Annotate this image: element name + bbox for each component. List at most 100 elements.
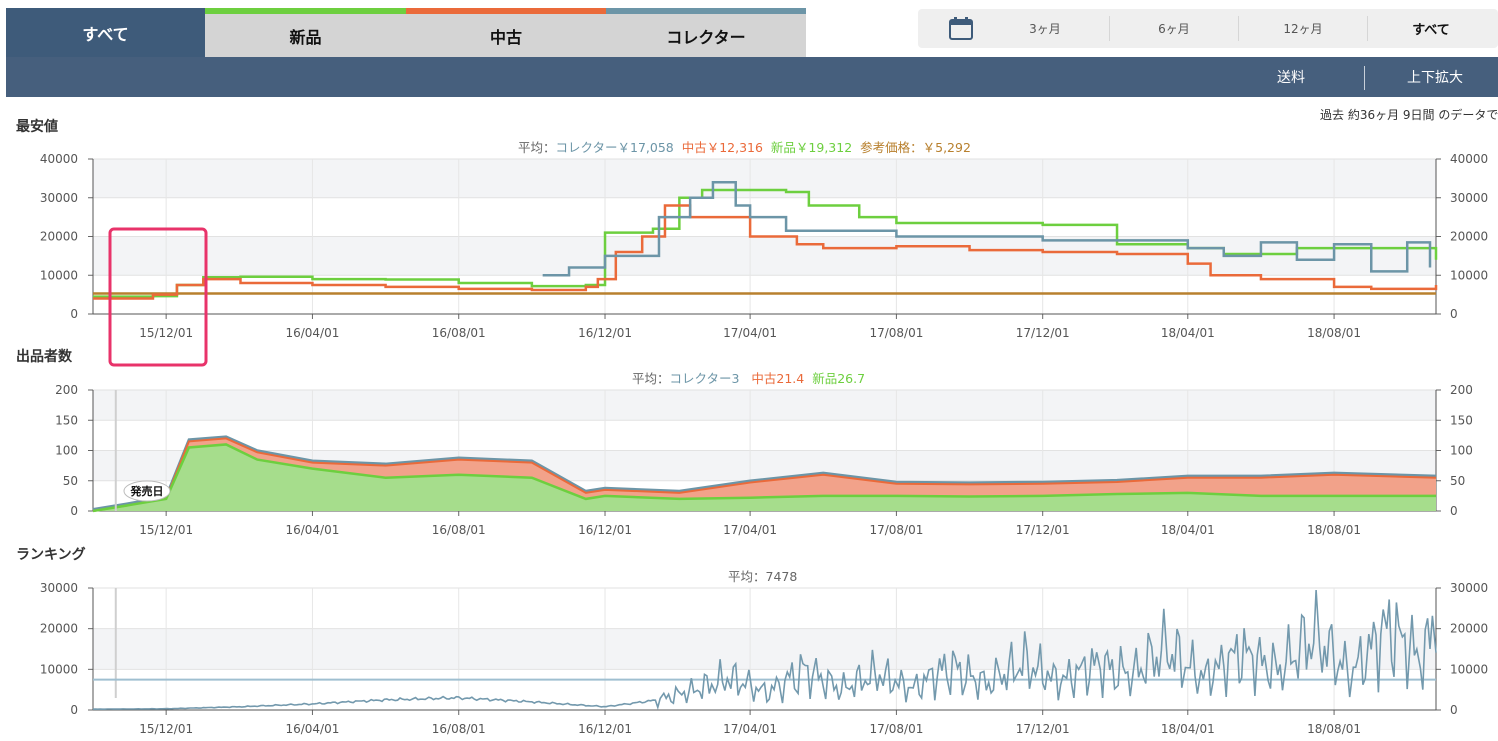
price-chart-ytick-label-right: 20000 <box>1450 230 1488 244</box>
ranking-chart-xtick-label: 15/12/01 <box>139 722 193 736</box>
tab-used[interactable]: 中古 <box>406 8 606 57</box>
price-chart-ytick-label-right: 0 <box>1450 307 1458 321</box>
release-date-badge <box>123 480 171 502</box>
ranking-chart-ytick-label-left: 10000 <box>40 662 78 676</box>
price-chart-xtick-label: 17/12/01 <box>1016 326 1070 340</box>
legend-prefix: 平均： <box>518 140 556 155</box>
ranking-chart-xtick-label: 18/08/01 <box>1307 722 1361 736</box>
ranking-chart-xtick-label: 16/04/01 <box>285 722 339 736</box>
sellers-section-title: 出品者数 <box>16 349 72 365</box>
range-all[interactable]: すべて <box>1412 23 1450 38</box>
legend-collector: コレクター3 <box>669 371 740 386</box>
price-chart-xtick-label: 18/08/01 <box>1307 326 1361 340</box>
sellers-chart-ytick-label-right: 100 <box>1450 444 1473 458</box>
vertical-zoom-toggle[interactable]: 上下拡大 <box>1407 70 1463 86</box>
price-chart-xtick-label: 16/08/01 <box>432 326 486 340</box>
legend-new: 新品￥19,312 <box>770 140 853 155</box>
sellers-line-collector <box>92 435 1437 511</box>
legend-reference: 参考価格：￥5,292 <box>860 140 971 155</box>
range-6m[interactable]: 6ヶ月 <box>1158 22 1190 36</box>
ranking-line <box>92 589 1437 711</box>
range-12m[interactable]: 12ヶ月 <box>1283 22 1323 36</box>
sellers-chart-xtick-label: 17/12/01 <box>1016 523 1070 537</box>
legend-prefix: 平均： <box>632 371 670 386</box>
sellers-chart-xtick-label: 16/04/01 <box>285 523 339 537</box>
sellers-line-used <box>92 437 1437 512</box>
ranking-chart-ytick-label-left: 20000 <box>40 622 78 636</box>
ranking-chart-xtick-label: 16/12/01 <box>578 722 632 736</box>
price-chart-ytick-label-right: 30000 <box>1450 191 1488 205</box>
price-chart-ytick-label-left: 20000 <box>40 230 78 244</box>
sellers-chart-xtick-label: 18/08/01 <box>1307 523 1361 537</box>
sellers-chart-ytick-label-left: 200 <box>55 383 78 397</box>
tab-all[interactable]: すべて <box>6 8 205 57</box>
sellers-chart-xtick-label: 15/12/01 <box>139 523 193 537</box>
price-chart-xtick-label: 16/12/01 <box>578 326 632 340</box>
sellers-line-new <box>92 443 1436 513</box>
price-chart-ytick-label-left: 0 <box>70 307 78 321</box>
legend-new: 新品26.7 <box>812 371 866 386</box>
release-highlight-box <box>108 227 208 367</box>
sellers-chart-ytick-label-left: 150 <box>55 413 78 427</box>
sellers-chart-ytick-label-right: 150 <box>1450 413 1473 427</box>
range-divider <box>1367 16 1368 41</box>
ranking-chart-band <box>93 628 1436 670</box>
price-chart-xtick-label: 17/08/01 <box>869 326 923 340</box>
price-chart-ytick-label-right: 10000 <box>1450 268 1488 282</box>
legend-used: 中古21.4 <box>751 371 805 386</box>
sellers-chart-band <box>93 390 1436 421</box>
ranking-chart-xtick-label: 17/04/01 <box>723 722 777 736</box>
sellers-chart-ytick-label-left: 50 <box>63 474 78 488</box>
sellers-chart-ytick-label-left: 100 <box>55 444 78 458</box>
sellers-chart-xtick-label: 16/12/01 <box>578 523 632 537</box>
legend-collector: コレクター￥17,058 <box>555 140 674 155</box>
price-chart-xtick-label: 18/04/01 <box>1161 326 1215 340</box>
price-legend: 平均：コレクター￥17,058 中古￥12,316 新品￥19,312 参考価格… <box>518 137 971 156</box>
tab-new[interactable]: 新品 <box>205 8 406 57</box>
range-divider <box>1109 16 1110 41</box>
sellers-chart-ytick-label-right: 50 <box>1450 474 1465 488</box>
calendar-icon[interactable] <box>936 9 986 48</box>
chart-toolbar: 送料 上下拡大 <box>6 57 1498 97</box>
ranking-chart-ytick-label-left: 30000 <box>40 581 78 595</box>
shipping-toggle[interactable]: 送料 <box>1277 70 1305 86</box>
ranking-chart-ytick-label-right: 30000 <box>1450 581 1488 595</box>
ranking-chart-ytick-label-right: 20000 <box>1450 622 1488 636</box>
ranking-chart-ytick-label-right: 0 <box>1450 703 1458 717</box>
sellers-chart-ytick-label-right: 0 <box>1450 504 1458 518</box>
price-chart-xtick-label: 17/04/01 <box>723 326 777 340</box>
range-divider <box>1238 16 1239 41</box>
price-section-title: 最安値 <box>16 119 58 135</box>
price-chart-ytick-label-left: 40000 <box>40 152 78 166</box>
range-selector: 3ヶ月 6ヶ月 12ヶ月 すべて <box>918 9 1498 48</box>
price-chart-band <box>93 159 1436 198</box>
sellers-area-used <box>93 438 1436 511</box>
price-chart-ytick-label-left: 30000 <box>40 191 78 205</box>
sellers-chart-ytick-label-right: 200 <box>1450 383 1473 397</box>
toolbar-divider <box>1364 66 1365 90</box>
ranking-chart-ytick-label-left: 0 <box>70 703 78 717</box>
ranking-chart-xtick-label: 17/12/01 <box>1016 722 1070 736</box>
ranking-legend: 平均：7478 <box>728 569 798 584</box>
price-line-collector <box>542 181 1432 277</box>
ranking-chart-ytick-label-right: 10000 <box>1450 662 1488 676</box>
price-chart-xtick-label: 15/12/01 <box>139 326 193 340</box>
price-chart-band <box>93 236 1436 276</box>
sellers-chart-xtick-label: 16/08/01 <box>432 523 486 537</box>
range-3m[interactable]: 3ヶ月 <box>1029 22 1061 36</box>
sellers-chart-ytick-label-left: 0 <box>70 504 78 518</box>
price-chart-xtick-label: 16/04/01 <box>285 326 339 340</box>
condition-tabs: すべて 新品 中古 コレクター <box>6 8 806 57</box>
sellers-chart-xtick-label: 17/08/01 <box>869 523 923 537</box>
ranking-chart-xtick-label: 16/08/01 <box>432 722 486 736</box>
ranking-section-title: ランキング <box>16 547 86 563</box>
price-chart-ytick-label-left: 10000 <box>40 268 78 282</box>
ranking-chart-xtick-label: 18/04/01 <box>1161 722 1215 736</box>
ranking-chart-xtick-label: 17/08/01 <box>869 722 923 736</box>
legend-used: 中古￥12,316 <box>681 140 763 155</box>
sellers-chart-xtick-label: 18/04/01 <box>1161 523 1215 537</box>
release-date-label: 発売日 <box>130 484 164 498</box>
tab-collector[interactable]: コレクター <box>606 8 806 57</box>
sellers-legend: 平均：コレクター3 中古21.4 新品26.7 <box>632 368 865 387</box>
